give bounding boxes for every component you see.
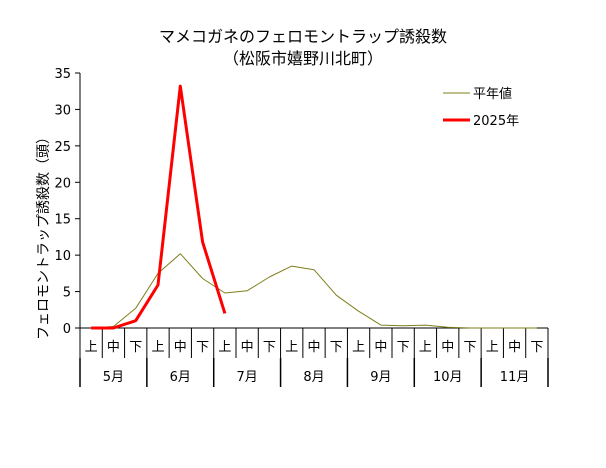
period-label: 上	[419, 340, 432, 355]
series-line-2025	[91, 84, 227, 330]
period-label: 下	[463, 340, 476, 355]
legend-label: 平年値	[473, 86, 512, 102]
month-label: 7月	[237, 370, 258, 385]
period-label: 中	[307, 340, 320, 355]
legend: 平年値 2025年	[443, 86, 519, 129]
y-tick-label: 0	[63, 322, 71, 337]
series-group	[91, 84, 537, 330]
period-label: 下	[330, 340, 343, 355]
period-label: 下	[263, 340, 276, 355]
y-tick-label: 30	[54, 103, 71, 118]
period-label: 下	[397, 340, 410, 355]
period-label: 中	[107, 340, 120, 355]
period-label: 下	[530, 340, 543, 355]
month-label: 11月	[500, 370, 530, 385]
period-axis: 上中下上中下上中下上中下上中下上中下上中下	[79, 328, 549, 358]
y-tick-label: 20	[54, 176, 71, 191]
month-label: 8月	[303, 370, 324, 385]
legend-label: 2025年	[473, 114, 519, 129]
month-label: 10月	[433, 370, 463, 385]
chart-subtitle: （松阪市嬉野川北町）	[223, 49, 383, 68]
period-label: 中	[174, 340, 187, 355]
chart-title: マメコガネのフェロモントラップ誘殺数	[159, 27, 447, 46]
period-label: 中	[374, 340, 387, 355]
y-tick-label: 10	[54, 249, 71, 264]
period-label: 下	[129, 340, 142, 355]
period-label: 上	[285, 340, 298, 355]
period-label: 上	[85, 340, 98, 355]
series-line-normal	[91, 253, 537, 329]
period-label: 上	[218, 340, 231, 355]
month-label: 6月	[170, 370, 191, 385]
period-label: 中	[241, 340, 254, 355]
period-label: 中	[508, 340, 521, 355]
period-label: 上	[486, 340, 499, 355]
y-ticks: 0 5 10 15 20 25 30 35	[54, 67, 80, 337]
month-label: 5月	[103, 370, 124, 385]
period-label: 中	[441, 340, 454, 355]
y-tick-label: 35	[54, 67, 71, 82]
y-tick-label: 5	[63, 286, 71, 301]
axes	[79, 73, 548, 329]
y-tick-label: 15	[54, 213, 71, 228]
y-axis-label-group: フェロモントラップ誘殺数（頭）	[36, 130, 52, 340]
y-axis-label: フェロモントラップ誘殺数（頭）	[36, 130, 52, 340]
month-axis: 5月 6月 7月 8月 9月 10月 11月	[79, 358, 549, 387]
period-label: 上	[352, 340, 365, 355]
period-label: 上	[151, 340, 164, 355]
period-label: 下	[196, 340, 209, 355]
month-label: 9月	[370, 370, 391, 385]
y-tick-label: 25	[54, 140, 71, 155]
